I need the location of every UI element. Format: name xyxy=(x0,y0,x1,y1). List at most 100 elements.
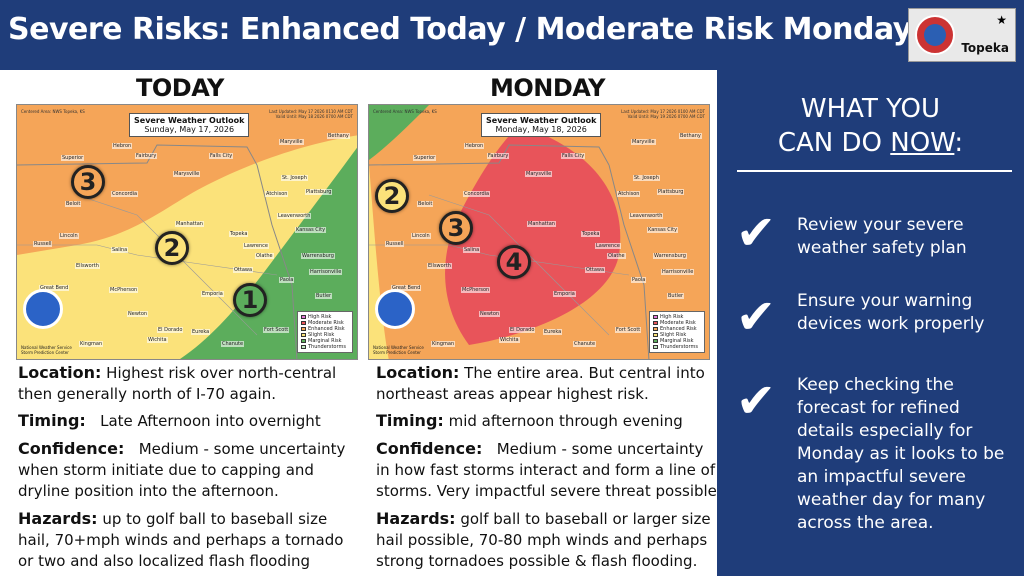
risk-legend: High Risk Moderate Risk Enhanced Risk Sl… xyxy=(297,311,353,353)
city-label: Marysville xyxy=(173,171,201,177)
risk-level-circle: 2 xyxy=(375,179,409,213)
city-label: Manhattan xyxy=(175,221,204,227)
city-label: Hebron xyxy=(464,143,485,149)
city-label: Marysville xyxy=(525,171,553,177)
noaa-logo-icon xyxy=(23,289,63,329)
city-label: Butler xyxy=(667,293,685,299)
legend-row: Slight Risk xyxy=(653,332,701,338)
monday-timing: Timing: mid afternoon through evening xyxy=(376,411,683,430)
nws-seal-icon xyxy=(915,15,955,55)
map-centered-label: Centered Area: NWS Topeka, KS xyxy=(373,109,437,114)
legend-row: Marginal Risk xyxy=(653,338,701,344)
noaa-label: National Weather Service Storm Predictio… xyxy=(21,345,72,355)
divider xyxy=(737,170,1012,172)
city-label: Warrensburg xyxy=(301,253,335,259)
risk-level-circle: 1 xyxy=(233,283,267,317)
city-label: Eureka xyxy=(191,329,211,335)
sidebar-heading: WHAT YOU CAN DO NOW: xyxy=(777,94,964,158)
city-label: Kansas City xyxy=(295,227,327,233)
city-label: Salina xyxy=(111,247,129,253)
city-label: Eureka xyxy=(543,329,563,335)
city-label: Falls City xyxy=(561,153,586,159)
city-label: Ellsworth xyxy=(427,263,452,269)
city-label: Olathe xyxy=(255,253,274,259)
city-label: Atchison xyxy=(265,191,289,197)
risk-level-circle: 4 xyxy=(497,245,531,279)
city-label: Lincoln xyxy=(411,233,431,239)
office-name: Topeka xyxy=(961,41,1009,55)
city-label: Lawrence xyxy=(595,243,621,249)
monday-location: Location: The entire area. But central i… xyxy=(376,363,705,403)
legend-row: Enhanced Risk xyxy=(653,326,701,332)
city-label: Chanute xyxy=(573,341,597,347)
city-label: Plattsburg xyxy=(305,189,333,195)
map-centered-label: Centered Area: NWS Topeka, KS xyxy=(21,109,85,114)
outlook-title-box: Severe Weather Outlook Sunday, May 17, 2… xyxy=(129,113,250,137)
checkmark-icon: ✔ xyxy=(735,373,777,429)
city-label: Butler xyxy=(315,293,333,299)
monday-heading: MONDAY xyxy=(490,74,605,102)
today-timing: Timing: Late Afternoon into overnight xyxy=(18,411,321,430)
city-label: Fort Scott xyxy=(615,327,642,333)
city-label: Harrisonville xyxy=(661,269,695,275)
city-label: Beloit xyxy=(65,201,82,207)
city-label: Russell xyxy=(33,241,53,247)
city-label: Great Bend xyxy=(391,285,422,291)
city-label: Lawrence xyxy=(243,243,269,249)
today-location: Location: Highest risk over north-centra… xyxy=(18,363,337,403)
noaa-label: National Weather Service Storm Predictio… xyxy=(373,345,424,355)
map-updated-info: Last Updated: May 17 2026 0100 AM CDT Va… xyxy=(621,109,705,119)
checkmark-icon: ✔ xyxy=(735,205,777,261)
city-label: Great Bend xyxy=(39,285,70,291)
city-label: Paola xyxy=(631,277,647,283)
city-label: Paola xyxy=(279,277,295,283)
city-label: Fairbury xyxy=(135,153,158,159)
city-label: St. Joseph xyxy=(633,175,660,181)
legend-row: Slight Risk xyxy=(301,332,349,338)
star-icon: ★ xyxy=(996,13,1007,27)
city-label: Emporia xyxy=(201,291,224,297)
city-label: Ottawa xyxy=(233,267,254,273)
checkmark-icon: ✔ xyxy=(735,289,777,345)
city-label: Topeka xyxy=(581,231,601,237)
legend-row: High Risk xyxy=(653,314,701,320)
city-label: Newton xyxy=(479,311,501,317)
city-label: Concordia xyxy=(111,191,139,197)
city-label: Wichita xyxy=(147,337,168,343)
city-label: St. Joseph xyxy=(281,175,308,181)
risk-level-circle: 3 xyxy=(71,165,105,199)
map-updated-info: Last Updated: May 17 2026 0110 AM CDT Va… xyxy=(269,109,353,119)
legend-row: High Risk xyxy=(301,314,349,320)
risk-legend: High Risk Moderate Risk Enhanced Risk Sl… xyxy=(649,311,705,353)
city-label: El Dorado xyxy=(509,327,536,333)
legend-row: Moderate Risk xyxy=(653,320,701,326)
city-label: Falls City xyxy=(209,153,234,159)
city-label: Maryville xyxy=(279,139,304,145)
city-label: Kingman xyxy=(431,341,456,347)
city-label: Emporia xyxy=(553,291,576,297)
today-confidence: Confidence: Medium - some uncertainty wh… xyxy=(18,439,346,500)
city-label: Newton xyxy=(127,311,149,317)
city-label: Leavenworth xyxy=(629,213,664,219)
city-label: Atchison xyxy=(617,191,641,197)
city-label: Fort Scott xyxy=(263,327,290,333)
city-label: Plattsburg xyxy=(657,189,685,195)
city-label: Olathe xyxy=(607,253,626,259)
city-label: Ellsworth xyxy=(75,263,100,269)
city-label: Warrensburg xyxy=(653,253,687,259)
monday-hazards: Hazards: golf ball to baseball or larger… xyxy=(376,509,711,570)
city-label: Lincoln xyxy=(59,233,79,239)
risk-level-circle: 2 xyxy=(155,231,189,265)
city-label: Kansas City xyxy=(647,227,679,233)
header-bar: Severe Risks: Enhanced Today / Moderate … xyxy=(0,0,1024,70)
city-label: Kingman xyxy=(79,341,104,347)
city-label: Concordia xyxy=(463,191,491,197)
city-label: Superior xyxy=(413,155,437,161)
city-label: Leavenworth xyxy=(277,213,312,219)
city-label: Harrisonville xyxy=(309,269,343,275)
legend-row: Thunderstorms xyxy=(301,344,349,350)
city-label: Russell xyxy=(385,241,405,247)
city-label: El Dorado xyxy=(157,327,184,333)
city-label: Bethany xyxy=(679,133,702,139)
city-label: Hebron xyxy=(112,143,133,149)
